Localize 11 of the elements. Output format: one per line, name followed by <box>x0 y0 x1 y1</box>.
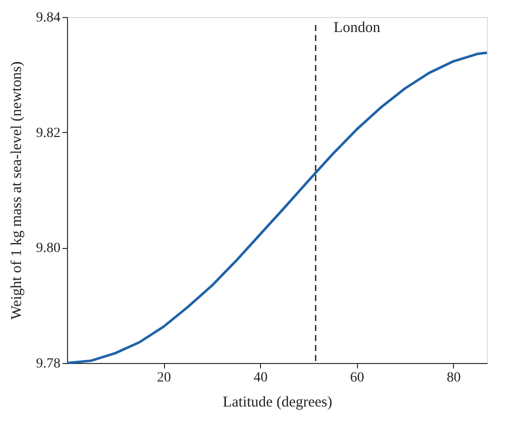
y-tick-label: 9.82 <box>36 126 60 141</box>
x-tick-label: 40 <box>254 370 268 386</box>
x-axis-title: Latitude (degrees) <box>222 394 332 410</box>
x-tick-label: 80 <box>446 370 461 386</box>
y-axis-title: Weight of 1 kg mass at sea-level (newtons) <box>9 61 25 320</box>
y-tick-label: 9.80 <box>36 241 60 256</box>
x-tick-label: 20 <box>157 370 172 386</box>
y-tick-label: 9.84 <box>36 10 60 26</box>
y-tick-label: 9.78 <box>36 356 60 372</box>
ref-line-label: London <box>334 20 381 36</box>
x-tick-label: 60 <box>350 370 364 386</box>
